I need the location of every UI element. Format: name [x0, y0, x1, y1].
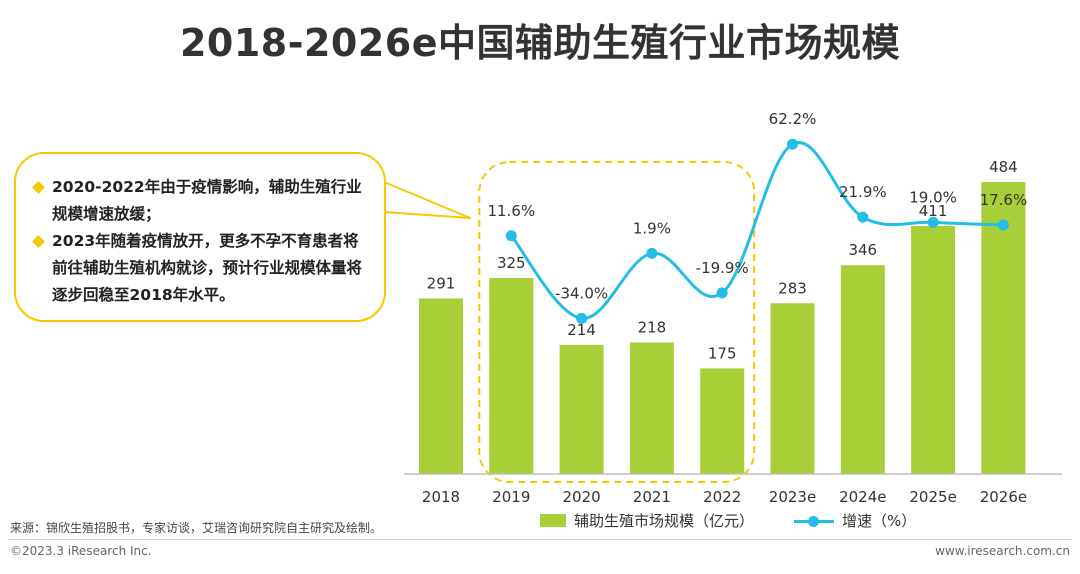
growth-rate-line — [510, 141, 1004, 320]
highlight-box — [478, 161, 756, 483]
chart-title: 2018-2026e中国辅助生殖行业市场规模 — [179, 21, 901, 65]
x-tick-label: 2022 — [703, 488, 741, 506]
bar — [559, 344, 604, 474]
bar — [911, 226, 956, 474]
source-note: 来源：锦欣生殖招股书，专家访谈，艾瑞咨询研究院自主研究及绘制。 — [10, 521, 383, 535]
x-tick-label: 2019 — [492, 488, 530, 506]
x-tick-label: 2023e — [769, 488, 816, 506]
bar-value-label: 411 — [919, 202, 948, 220]
bar — [700, 368, 745, 474]
growth-rate-point — [716, 287, 728, 299]
growth-rate-point — [927, 216, 939, 228]
footer-divider — [8, 539, 1072, 540]
x-tick-label: 2024e — [839, 488, 886, 506]
growth-rate-label: 17.6% — [980, 191, 1028, 209]
growth-rate-label: 11.6% — [487, 202, 535, 220]
bar — [981, 181, 1026, 474]
legend-bar-swatch — [540, 514, 566, 527]
callout-box: 2020-2022年由于疫情影响，辅助生殖行业规模增速放缓； 2023年随着疫情… — [14, 152, 386, 322]
diamond-bullet-icon — [32, 181, 45, 194]
callout-bullet-text: 2020-2022年由于疫情影响，辅助生殖行业规模增速放缓； — [52, 178, 362, 223]
bar — [419, 298, 463, 474]
callout-bullet: 2023年随着疫情放开，更多不孕不育患者将前往辅助生殖机构就诊，预计行业规模体量… — [32, 228, 368, 309]
growth-rate-point — [857, 211, 869, 223]
legend-line-swatch — [794, 514, 835, 528]
website-link[interactable]: www.iresearch.com.cn — [935, 544, 1070, 558]
bar — [840, 265, 885, 474]
growth-rate-label: 62.2% — [769, 110, 817, 128]
x-tick-label: 2018 — [422, 488, 460, 506]
x-tick-label: 2025e — [909, 488, 956, 506]
bar-value-label: 283 — [778, 279, 807, 297]
diamond-bullet-icon — [32, 235, 45, 248]
copyright: ©2023.3 iResearch Inc. — [10, 544, 152, 558]
callout-pointer — [383, 181, 471, 219]
legend-bar-label: 辅助生殖市场规模（亿元） — [574, 512, 755, 530]
legend: 辅助生殖市场规模（亿元） 增速（%） — [540, 510, 916, 531]
bar-value-label: 325 — [497, 254, 526, 272]
bar-value-label: 214 — [567, 321, 596, 339]
bar-value-label: 175 — [708, 344, 737, 362]
legend-line-label: 增速（%） — [842, 512, 917, 530]
bar-value-label: 291 — [427, 274, 456, 292]
growth-rate-point — [576, 312, 588, 324]
x-tick-label: 2020 — [563, 488, 601, 506]
bar-value-label: 218 — [638, 318, 667, 336]
growth-rate-point — [787, 138, 798, 150]
x-tick-label: 2021 — [633, 488, 671, 506]
growth-rate-label: 1.9% — [633, 219, 671, 237]
bar — [770, 303, 815, 474]
growth-rate-label: 21.9% — [839, 183, 887, 201]
growth-rate-label: 19.0% — [909, 188, 957, 206]
x-tick-label: 2026e — [980, 488, 1027, 506]
growth-rate-point — [997, 219, 1009, 231]
bar — [489, 277, 534, 474]
bar-value-label: 346 — [848, 241, 877, 259]
callout-bullet-text: 2023年随着疫情放开，更多不孕不育患者将前往辅助生殖机构就诊，预计行业规模体量… — [52, 232, 363, 304]
callout-bullet: 2020-2022年由于疫情影响，辅助生殖行业规模增速放缓； — [32, 174, 368, 228]
bar-value-label: 484 — [989, 158, 1018, 176]
growth-rate-label: -19.9% — [696, 259, 749, 277]
growth-rate-label: -34.0% — [555, 284, 608, 302]
growth-rate-point — [505, 230, 517, 242]
bar — [629, 342, 674, 474]
growth-rate-point — [646, 247, 658, 259]
